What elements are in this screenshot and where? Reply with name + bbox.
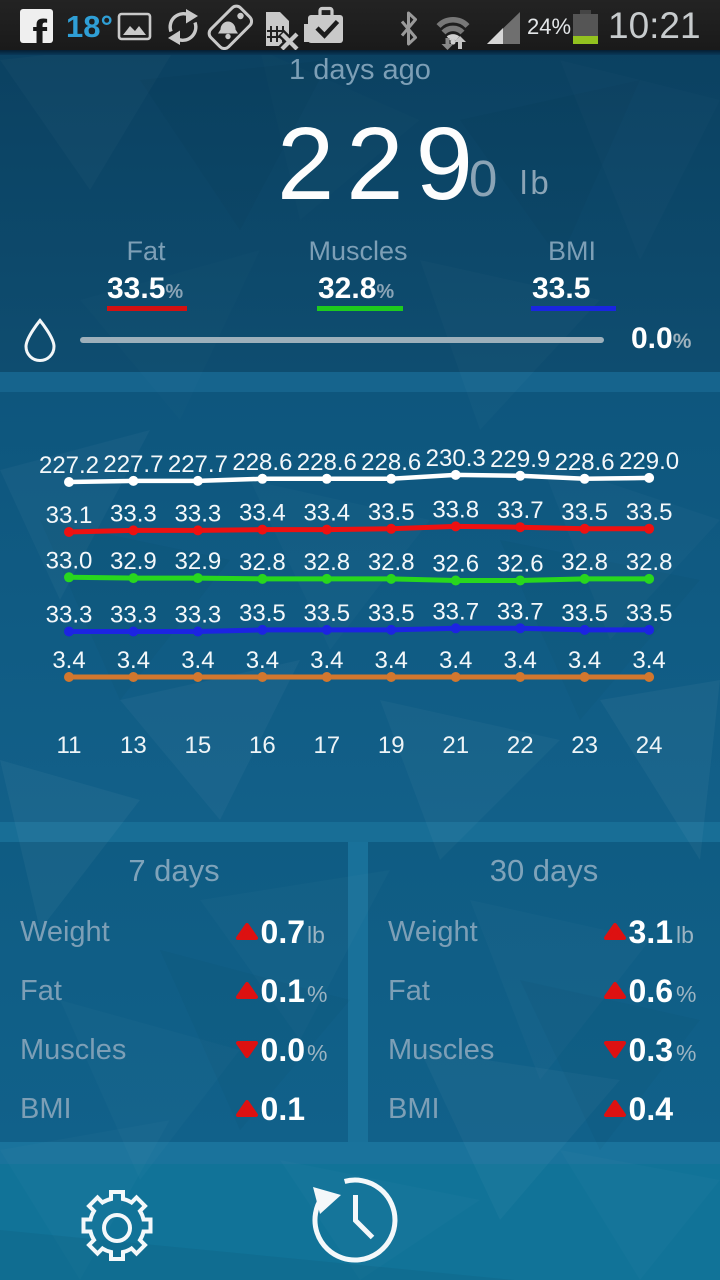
svg-text:22: 22: [507, 732, 534, 759]
svg-text:17: 17: [313, 732, 340, 759]
svg-text:33.3: 33.3: [175, 500, 222, 527]
svg-text:f: f: [32, 11, 47, 50]
svg-text:33.3: 33.3: [46, 602, 93, 629]
svg-text:32.8: 32.8: [626, 549, 673, 576]
svg-text:15: 15: [185, 732, 212, 759]
svg-text:32.8: 32.8: [239, 549, 286, 576]
svg-text:32.9: 32.9: [110, 548, 157, 575]
svg-text:3.4: 3.4: [375, 647, 408, 674]
svg-text:32.8: 32.8: [368, 549, 415, 576]
svg-text:227.7: 227.7: [103, 451, 163, 478]
svg-text:23: 23: [571, 732, 598, 759]
svg-text:33.0: 33.0: [46, 547, 93, 574]
svg-text:228.6: 228.6: [555, 449, 615, 476]
svg-text:33.5: 33.5: [368, 600, 415, 627]
svg-text:230.3: 230.3: [426, 445, 486, 472]
svg-text:33.4: 33.4: [239, 500, 286, 527]
svg-text:33.7: 33.7: [497, 497, 544, 524]
svg-text:33.5: 33.5: [626, 499, 673, 526]
svg-text:11: 11: [57, 732, 82, 759]
svg-text:24: 24: [636, 732, 663, 759]
svg-text:3.4: 3.4: [504, 647, 537, 674]
svg-text:227.2: 227.2: [39, 452, 99, 479]
svg-text:228.6: 228.6: [297, 449, 357, 476]
svg-text:33.5: 33.5: [239, 600, 286, 627]
svg-text:33.3: 33.3: [110, 500, 157, 527]
svg-text:3.4: 3.4: [117, 647, 150, 674]
svg-text:13: 13: [120, 732, 147, 759]
svg-text:21: 21: [442, 732, 469, 759]
svg-text:32.6: 32.6: [497, 551, 544, 578]
svg-text:229.0: 229.0: [619, 448, 679, 475]
svg-text:16: 16: [249, 732, 276, 759]
svg-text:3.4: 3.4: [632, 647, 665, 674]
svg-text:33.3: 33.3: [175, 602, 222, 629]
svg-text:19: 19: [378, 732, 405, 759]
svg-text:33.4: 33.4: [303, 500, 350, 527]
svg-text:228.6: 228.6: [361, 449, 421, 476]
svg-text:33.7: 33.7: [432, 598, 479, 625]
svg-text:33.1: 33.1: [46, 502, 93, 529]
svg-text:33.5: 33.5: [368, 499, 415, 526]
svg-text:33.5: 33.5: [626, 600, 673, 627]
svg-text:229.9: 229.9: [490, 446, 550, 473]
svg-text:33.5: 33.5: [561, 600, 608, 627]
svg-text:33.7: 33.7: [497, 598, 544, 625]
svg-text:32.9: 32.9: [175, 548, 222, 575]
svg-text:33.5: 33.5: [561, 499, 608, 526]
svg-text:3.4: 3.4: [310, 647, 343, 674]
svg-text:32.8: 32.8: [303, 549, 350, 576]
svg-text:3.4: 3.4: [52, 647, 85, 674]
svg-text:33.8: 33.8: [432, 496, 479, 523]
svg-text:3.4: 3.4: [181, 647, 214, 674]
svg-text:3.4: 3.4: [246, 647, 279, 674]
svg-text:33.3: 33.3: [110, 602, 157, 629]
svg-text:227.7: 227.7: [168, 451, 228, 478]
svg-text:32.8: 32.8: [561, 549, 608, 576]
svg-text:3.4: 3.4: [439, 647, 472, 674]
svg-text:3.4: 3.4: [568, 647, 601, 674]
svg-text:32.6: 32.6: [432, 551, 479, 578]
svg-text:228.6: 228.6: [232, 449, 292, 476]
svg-text:33.5: 33.5: [303, 600, 350, 627]
